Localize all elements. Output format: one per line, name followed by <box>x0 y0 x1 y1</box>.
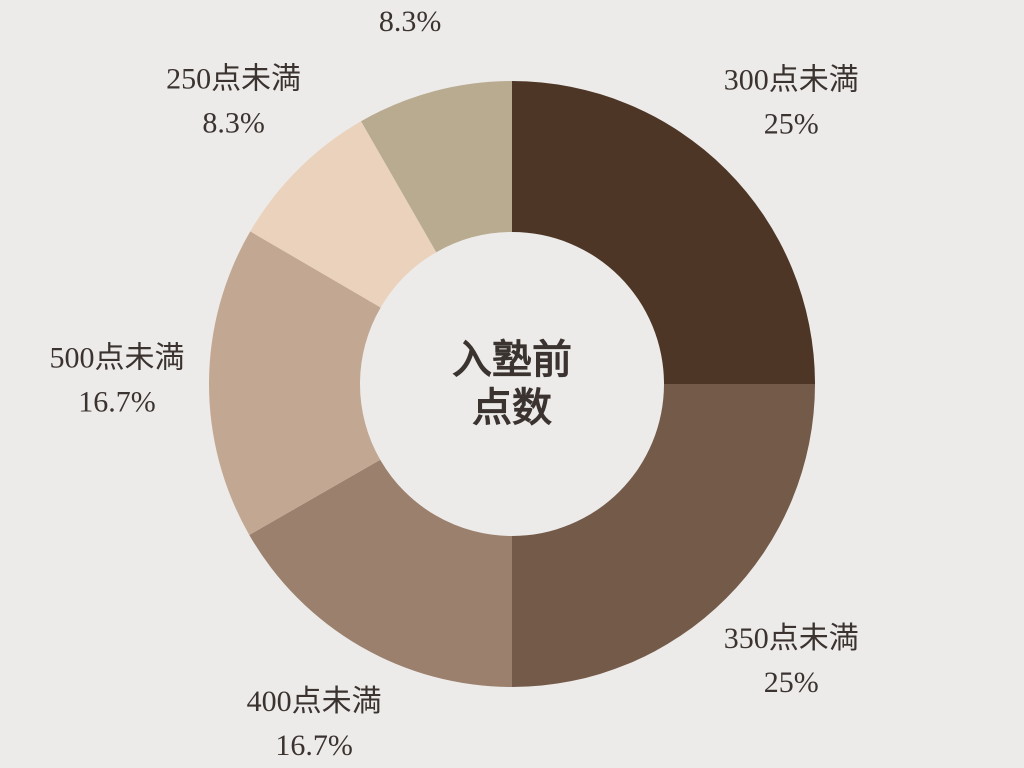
value-label: 25% <box>764 666 819 699</box>
slice-label: 400点未満 <box>247 685 382 718</box>
slice <box>249 459 512 687</box>
slice <box>208 231 381 535</box>
center-title-box: 入塾前 点数 <box>452 337 572 430</box>
chart-title: 入塾前 点数 <box>452 337 572 430</box>
slice <box>361 81 512 253</box>
slice-label: 500点未満 <box>50 342 185 375</box>
slice-label: 250点未満 <box>166 63 301 96</box>
slice <box>250 121 437 308</box>
value-label: 8.3% <box>379 5 442 38</box>
slice <box>512 81 815 384</box>
slice-label: 350点未満 <box>724 622 859 655</box>
slice-label: 300点未満 <box>724 64 859 97</box>
value-label: 8.3% <box>202 107 265 140</box>
value-label: 25% <box>764 108 819 141</box>
slice <box>512 384 815 687</box>
value-label: 16.7% <box>78 386 156 419</box>
value-label: 16.7% <box>275 729 353 762</box>
